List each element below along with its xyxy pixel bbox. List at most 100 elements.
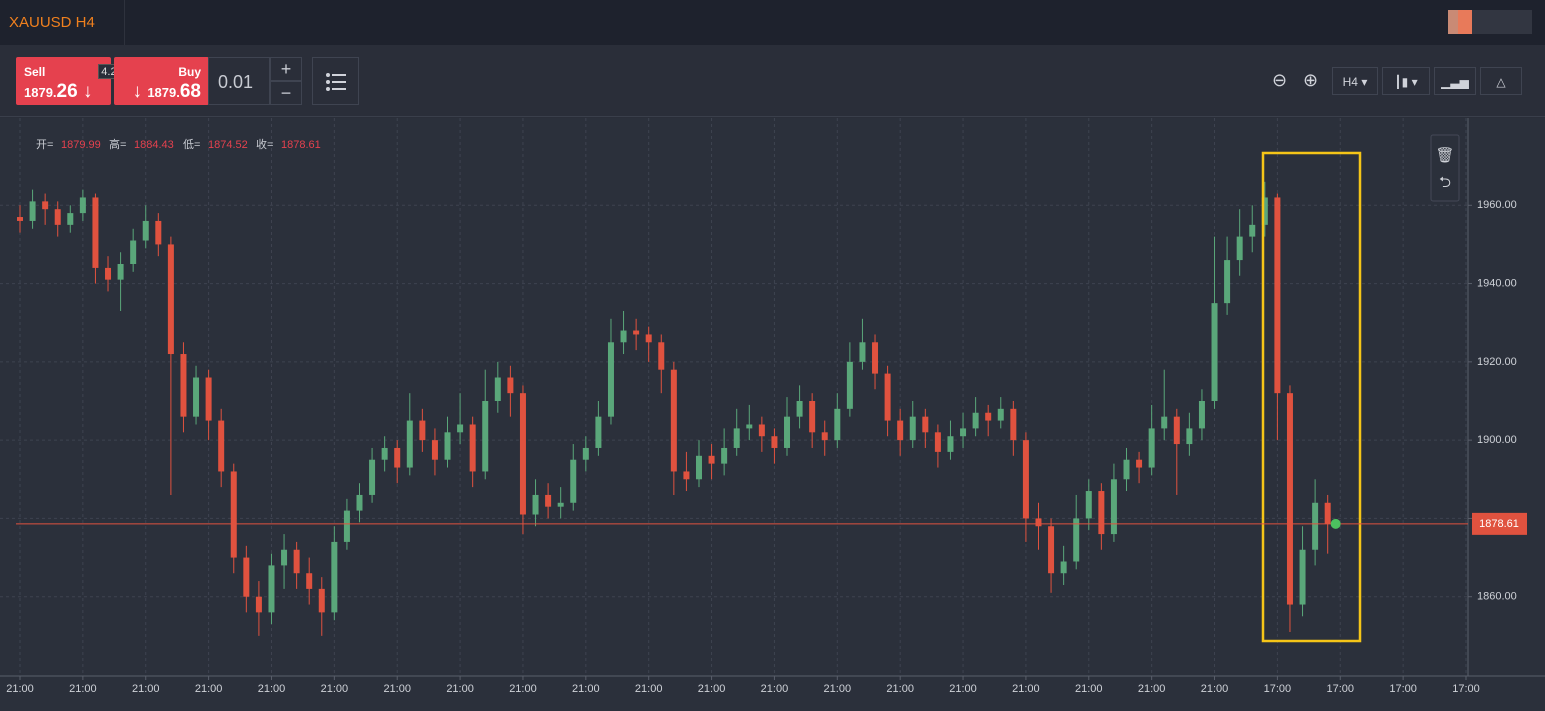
candle-body — [243, 557, 250, 597]
chart-tab[interactable]: XAUUSD H4 — [0, 0, 125, 45]
drawing-tools — [1430, 134, 1460, 202]
x-tick-label: 17:00 — [1326, 683, 1354, 695]
candle-body — [846, 361, 853, 409]
candle-body — [331, 541, 338, 613]
x-tick-label: 17:00 — [1389, 683, 1417, 695]
candle-body — [1136, 459, 1143, 468]
candle-body — [457, 424, 464, 433]
candle-body — [859, 342, 866, 362]
candle-body — [1173, 416, 1180, 445]
candle-body — [381, 447, 388, 460]
y-tick-label: 1920.00 — [1477, 356, 1517, 368]
candle-body — [469, 424, 476, 472]
chart-type-select[interactable]: ┃▮ ▾ — [1382, 67, 1430, 95]
candle-body — [167, 244, 174, 355]
candle-body — [1085, 491, 1092, 519]
y-tick-label: 1960.00 — [1477, 199, 1517, 211]
candle-body — [1224, 260, 1231, 304]
x-tick-label: 21:00 — [195, 683, 223, 695]
candle-body — [79, 197, 86, 214]
candle-body — [607, 342, 614, 417]
candle-body — [633, 330, 640, 335]
timeframe-select[interactable]: H4 ▾ — [1332, 67, 1378, 95]
undo-icon[interactable]: ⮌ — [1439, 174, 1451, 191]
zoom-out[interactable]: ⊖ — [1272, 70, 1288, 90]
candle-body — [105, 267, 112, 280]
avatar-blur — [1458, 10, 1472, 34]
candle-body — [1274, 197, 1281, 394]
candle-body — [1060, 561, 1067, 574]
drawing-button[interactable]: △ — [1480, 67, 1522, 95]
close-label: 收= — [256, 137, 273, 151]
candle-body — [947, 436, 954, 452]
list-icon — [326, 73, 346, 91]
sell-button[interactable]: Sell 1879.26 ↓ — [16, 57, 111, 105]
candle-body — [1198, 401, 1205, 429]
x-tick-label: 21:00 — [1138, 683, 1166, 695]
candle-body — [42, 201, 49, 210]
low-label: 低= — [183, 138, 200, 151]
plot — [0, 118, 1468, 676]
candle-body — [92, 197, 99, 268]
candle-body — [444, 432, 451, 460]
candle-body — [29, 201, 36, 221]
buy-button[interactable]: Buy ↓ 1879.68 — [114, 57, 209, 105]
x-tick-label: 21:00 — [321, 683, 349, 695]
candle-body — [545, 494, 552, 507]
delete-icon[interactable]: 🗑 — [1435, 147, 1454, 164]
sell-price-main: 1879. — [24, 85, 57, 100]
top-bar — [0, 0, 1545, 45]
sell-label: Sell — [24, 65, 46, 79]
candle-body — [306, 573, 313, 589]
x-tick-label: 21:00 — [949, 683, 977, 695]
candle-body — [909, 416, 916, 441]
candle-body — [17, 217, 23, 221]
candle-body — [419, 420, 426, 441]
candle-body — [708, 455, 715, 464]
indicators-button[interactable]: ▁▃▅ — [1434, 67, 1476, 95]
last-price-dot — [1330, 518, 1341, 529]
candle-body — [758, 424, 765, 437]
low-value: 1874.52 — [208, 139, 248, 151]
candle-body — [796, 401, 803, 417]
open-label: 开= — [36, 139, 53, 151]
candle-body — [595, 416, 602, 448]
candle-body — [670, 369, 677, 472]
candle-body — [519, 393, 526, 515]
candle-body — [532, 494, 539, 515]
candle-body — [620, 330, 627, 343]
x-tick-label: 17:00 — [1452, 683, 1480, 695]
candle-body — [218, 420, 225, 472]
candle-body — [960, 428, 967, 437]
plus-button[interactable]: + — [270, 57, 302, 81]
minus-button[interactable]: − — [270, 81, 302, 105]
candle-body — [180, 354, 187, 417]
candle-body — [658, 342, 665, 370]
x-tick-label: 21:00 — [698, 683, 726, 695]
candle-body — [1312, 502, 1319, 550]
candle-body — [1022, 440, 1029, 519]
x-tick-label: 21:00 — [761, 683, 789, 695]
candle-body — [834, 408, 841, 441]
candle-body — [293, 549, 300, 574]
quantity-input[interactable]: 0.01 — [208, 57, 270, 105]
candle-body — [1123, 459, 1130, 480]
x-tick-label: 21:00 — [1012, 683, 1040, 695]
candle-body — [1035, 518, 1042, 527]
timeframe: H4 — [1342, 75, 1358, 89]
list-button[interactable] — [312, 57, 359, 105]
candle-body — [557, 502, 564, 507]
candle-body — [972, 412, 979, 429]
candle-body — [369, 459, 376, 495]
avatar-blur — [1472, 10, 1532, 34]
x-tick-label: 21:00 — [824, 683, 852, 695]
candle-body — [809, 401, 816, 433]
candle-body — [130, 240, 137, 264]
candle-body — [934, 432, 941, 452]
zoom-in[interactable]: ⊕ — [1303, 70, 1319, 90]
candle-body — [268, 565, 275, 613]
candle-body — [1211, 303, 1218, 401]
y-tick-label: 1900.00 — [1477, 434, 1517, 446]
